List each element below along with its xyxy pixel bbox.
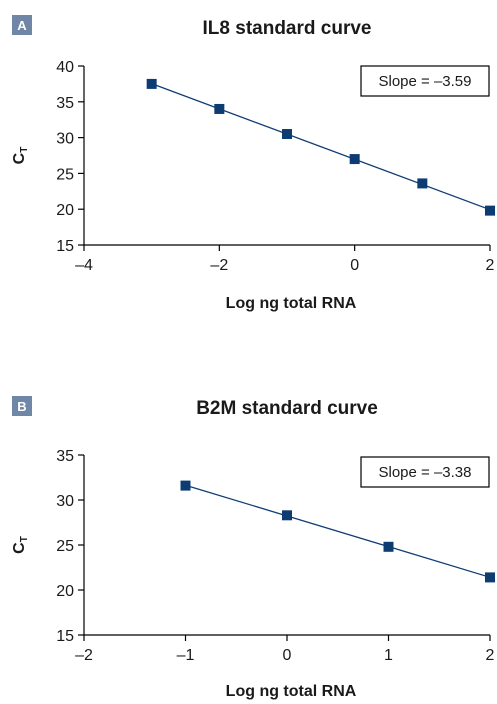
x-tick-label: 1: [384, 647, 393, 664]
y-axis-label: CT: [11, 536, 30, 554]
y-tick-label: 15: [56, 238, 74, 255]
chart-panel-a: A IL8 standard curve 15 20 25 30 35 40 –4 –2 0 2 Log…: [11, 15, 495, 312]
slope-annotation: Slope = –3.38: [379, 464, 472, 481]
chart-panel-b: B B2M standard curve 15 20 25 30 35 –2 –1 0 1 2 Log …: [11, 396, 495, 700]
y-tick-label: 15: [56, 628, 74, 645]
slope-annotation-box: [360, 456, 490, 488]
data-point: [417, 178, 428, 189]
chart-title: IL8 standard curve: [203, 18, 372, 39]
y-tick-label: 20: [56, 583, 74, 600]
data-point: [383, 541, 394, 552]
panel-label-box: [12, 396, 32, 416]
y-tick-label: 25: [56, 166, 74, 183]
y-tick-label: 35: [56, 448, 74, 465]
y-tick-label: 35: [56, 95, 74, 112]
panel-label: A: [17, 18, 27, 33]
data-point: [282, 510, 292, 521]
y-tick-label: 30: [56, 131, 74, 148]
slope-annotation-box: [360, 65, 490, 97]
slope-annotation: Slope = –3.59: [379, 73, 472, 90]
x-axis-label: Log ng total RNA: [226, 295, 357, 312]
x-tick-label: 0: [350, 257, 359, 274]
data-point: [349, 154, 360, 165]
y-axis-label-subscript: T: [19, 536, 30, 542]
data-point: [485, 205, 495, 216]
y-tick-label: 25: [56, 538, 74, 555]
x-tick-label: –4: [75, 257, 93, 274]
panel-label-box: [12, 15, 32, 35]
y-axis-label: CT: [11, 147, 30, 165]
data-point: [146, 78, 157, 89]
y-axis-label-main: C: [11, 152, 28, 164]
data-point: [214, 103, 225, 114]
data-point: [282, 129, 292, 140]
y-tick-label: 20: [56, 202, 74, 219]
y-axis-label-main: C: [11, 542, 28, 554]
panel-label-badge: B: [12, 396, 32, 416]
y-axis-label-subscript: T: [19, 147, 30, 153]
chart-title: B2M standard curve: [196, 398, 378, 419]
x-tick-label: 0: [283, 647, 292, 664]
x-tick-label: –2: [75, 647, 93, 664]
x-tick-label: –1: [177, 647, 195, 664]
panel-label: B: [17, 399, 26, 414]
x-tick-label: 2: [486, 257, 495, 274]
fit-line: [151, 83, 491, 211]
x-tick-label: –2: [210, 257, 228, 274]
y-tick-label: 30: [56, 493, 74, 510]
data-point: [485, 572, 495, 583]
panel-label-badge: A: [12, 15, 32, 35]
data-point: [180, 480, 191, 491]
x-tick-label: 2: [486, 647, 495, 664]
y-tick-label: 40: [56, 59, 74, 76]
fit-line: [185, 484, 491, 578]
x-axis-label: Log ng total RNA: [226, 683, 357, 700]
